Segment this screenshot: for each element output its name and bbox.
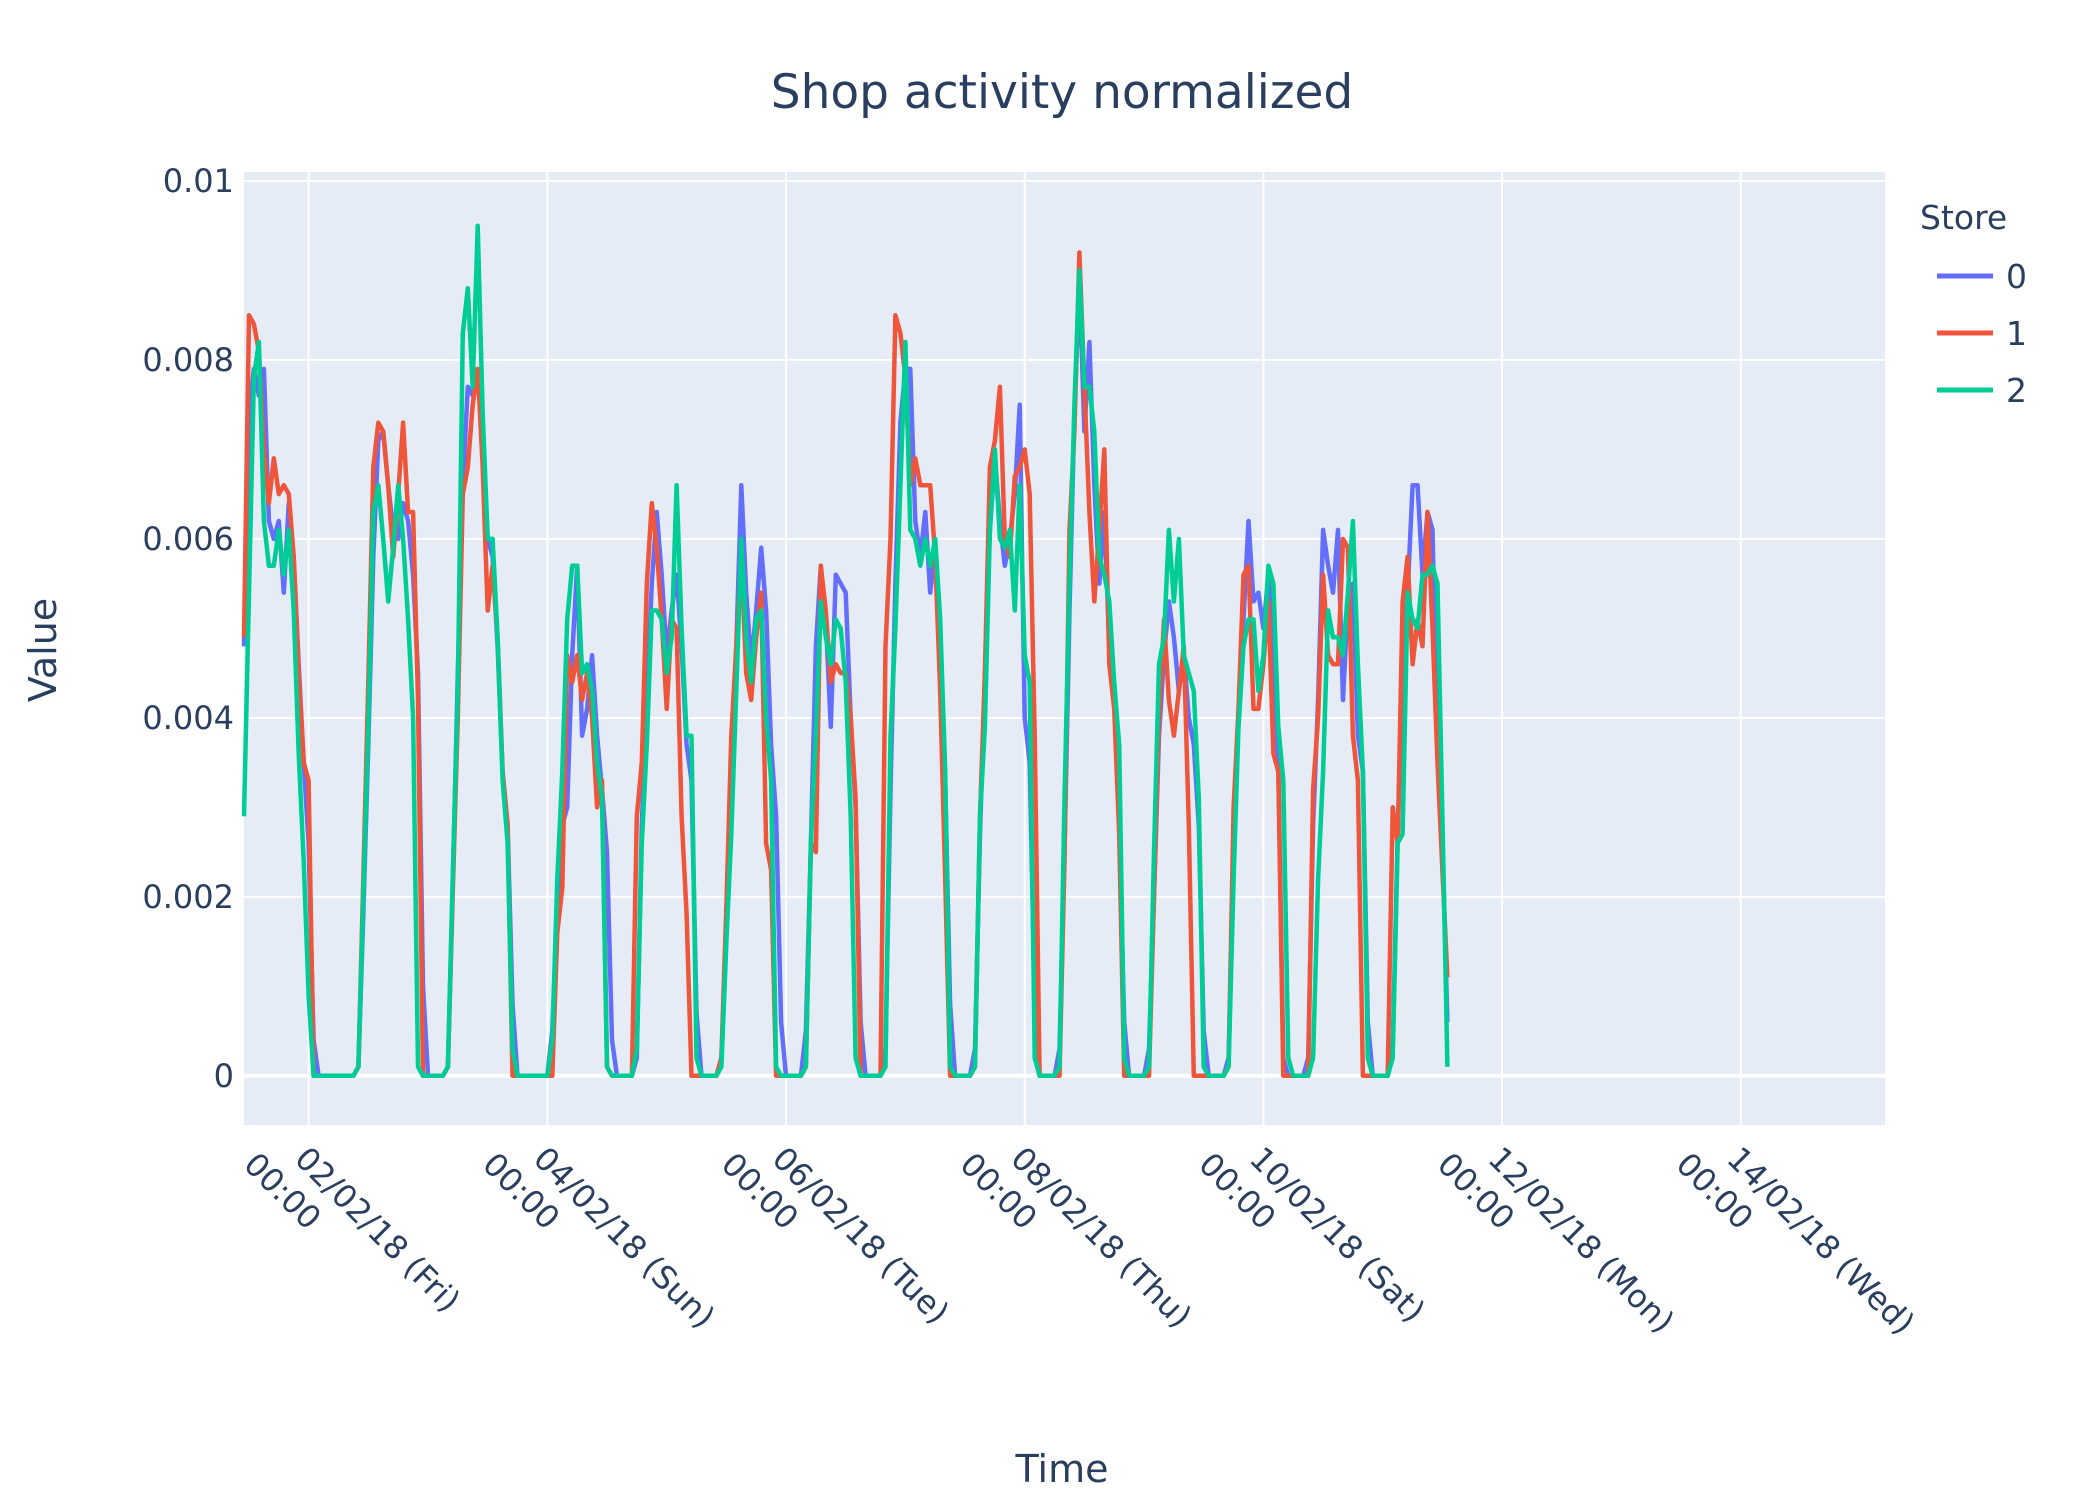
- y-tick-label: 0: [214, 1057, 234, 1095]
- y-tick-label: 0.008: [142, 341, 234, 379]
- y-tick-label: 0.004: [142, 699, 234, 737]
- y-axis-title: Value: [21, 598, 65, 702]
- plot-area: [244, 172, 1885, 1125]
- chart-title: Shop activity normalized: [771, 65, 1354, 120]
- series-layer: [241, 223, 1450, 1079]
- y-tick-labels: 0 0.002 0.004 0.006 0.008 0.01: [142, 162, 234, 1095]
- y-tick-label: 0.01: [163, 162, 234, 200]
- legend-label: 0: [2006, 257, 2027, 296]
- series-line-2: [241, 223, 1450, 1079]
- legend-label: 2: [2006, 371, 2027, 410]
- x-axis-title: Time: [1015, 1447, 1109, 1491]
- legend-title: Store: [1920, 198, 2007, 237]
- legend-label: 1: [2006, 314, 2027, 353]
- y-tick-label: 0.002: [142, 878, 234, 916]
- legend: Store 0 1 2: [1920, 198, 2027, 410]
- y-tick-label: 0.006: [142, 520, 234, 558]
